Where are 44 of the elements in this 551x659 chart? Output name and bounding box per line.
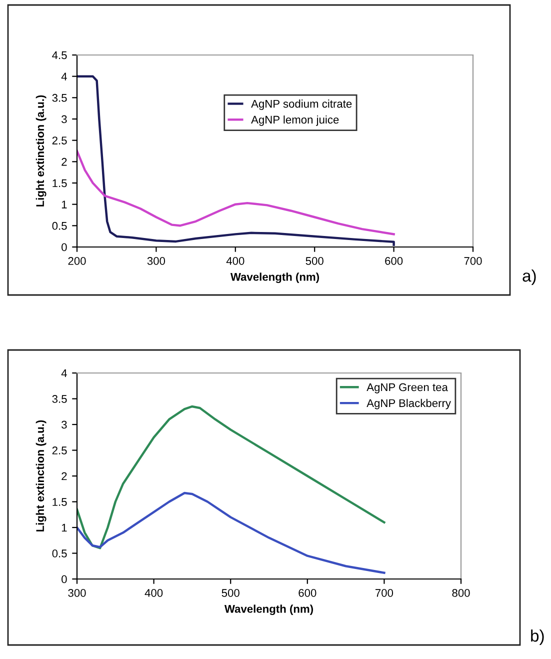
x-tick-label: 400	[144, 589, 163, 597]
x-tick-label: 600	[385, 257, 403, 265]
y-tick-label: 1.5	[52, 498, 67, 506]
x-tick-label: 700	[376, 589, 394, 597]
legend-label: AgNP sodium citrate	[251, 100, 352, 110]
y-tick-label: 4	[61, 369, 67, 378]
y-tick-label: 2	[62, 158, 67, 166]
x-tick-label: 300	[68, 589, 86, 597]
y-axis-title: Light extinction (a.u.)	[36, 95, 46, 206]
x-tick-label: 400	[226, 257, 244, 265]
y-tick-label: 3.5	[52, 94, 67, 102]
y-tick-label: 0.5	[52, 222, 67, 230]
x-axis-title: Wavelength (nm)	[230, 272, 319, 284]
y-tick-label: 1	[62, 200, 67, 208]
y-tick-label: 0	[62, 243, 67, 252]
y-tick-label: 2.5	[52, 136, 67, 144]
x-tick-label: 500	[306, 257, 324, 265]
y-tick-label: 3.5	[52, 395, 67, 403]
x-tick-label: 700	[464, 257, 482, 265]
line-series	[77, 492, 386, 574]
x-tick-label: 800	[452, 589, 470, 597]
y-tick-label: 4	[61, 72, 67, 80]
x-tick-label: 200	[68, 257, 86, 265]
y-tick-label: 2	[62, 472, 67, 480]
line-series	[77, 150, 395, 236]
y-tick-label: 1	[62, 524, 67, 532]
y-tick-label: 2.5	[52, 446, 67, 454]
y-tick-label: 3	[62, 420, 67, 429]
x-axis-title: Wavelength (nm)	[224, 604, 313, 616]
x-tick-label: 300	[147, 257, 166, 265]
text: b)	[531, 629, 544, 645]
y-tick-label: 3	[62, 115, 67, 124]
x-tick-label: 500	[222, 589, 240, 597]
line-series	[77, 75, 395, 246]
x-tick-label: 600	[298, 589, 316, 597]
legend-label: AgNP lemon juice	[251, 115, 339, 126]
y-tick-label: 0	[62, 575, 67, 584]
y-tick-label: 1.5	[52, 179, 67, 188]
legend-label: AgNP Green tea	[366, 383, 448, 394]
y-tick-label: 0.5	[52, 550, 67, 558]
y-axis-title: Light extinction (a.u.)	[36, 420, 46, 532]
y-tick-label: 4.5	[52, 51, 67, 60]
legend-label: AgNP Blackberry	[366, 398, 451, 410]
text: a)	[522, 269, 536, 285]
